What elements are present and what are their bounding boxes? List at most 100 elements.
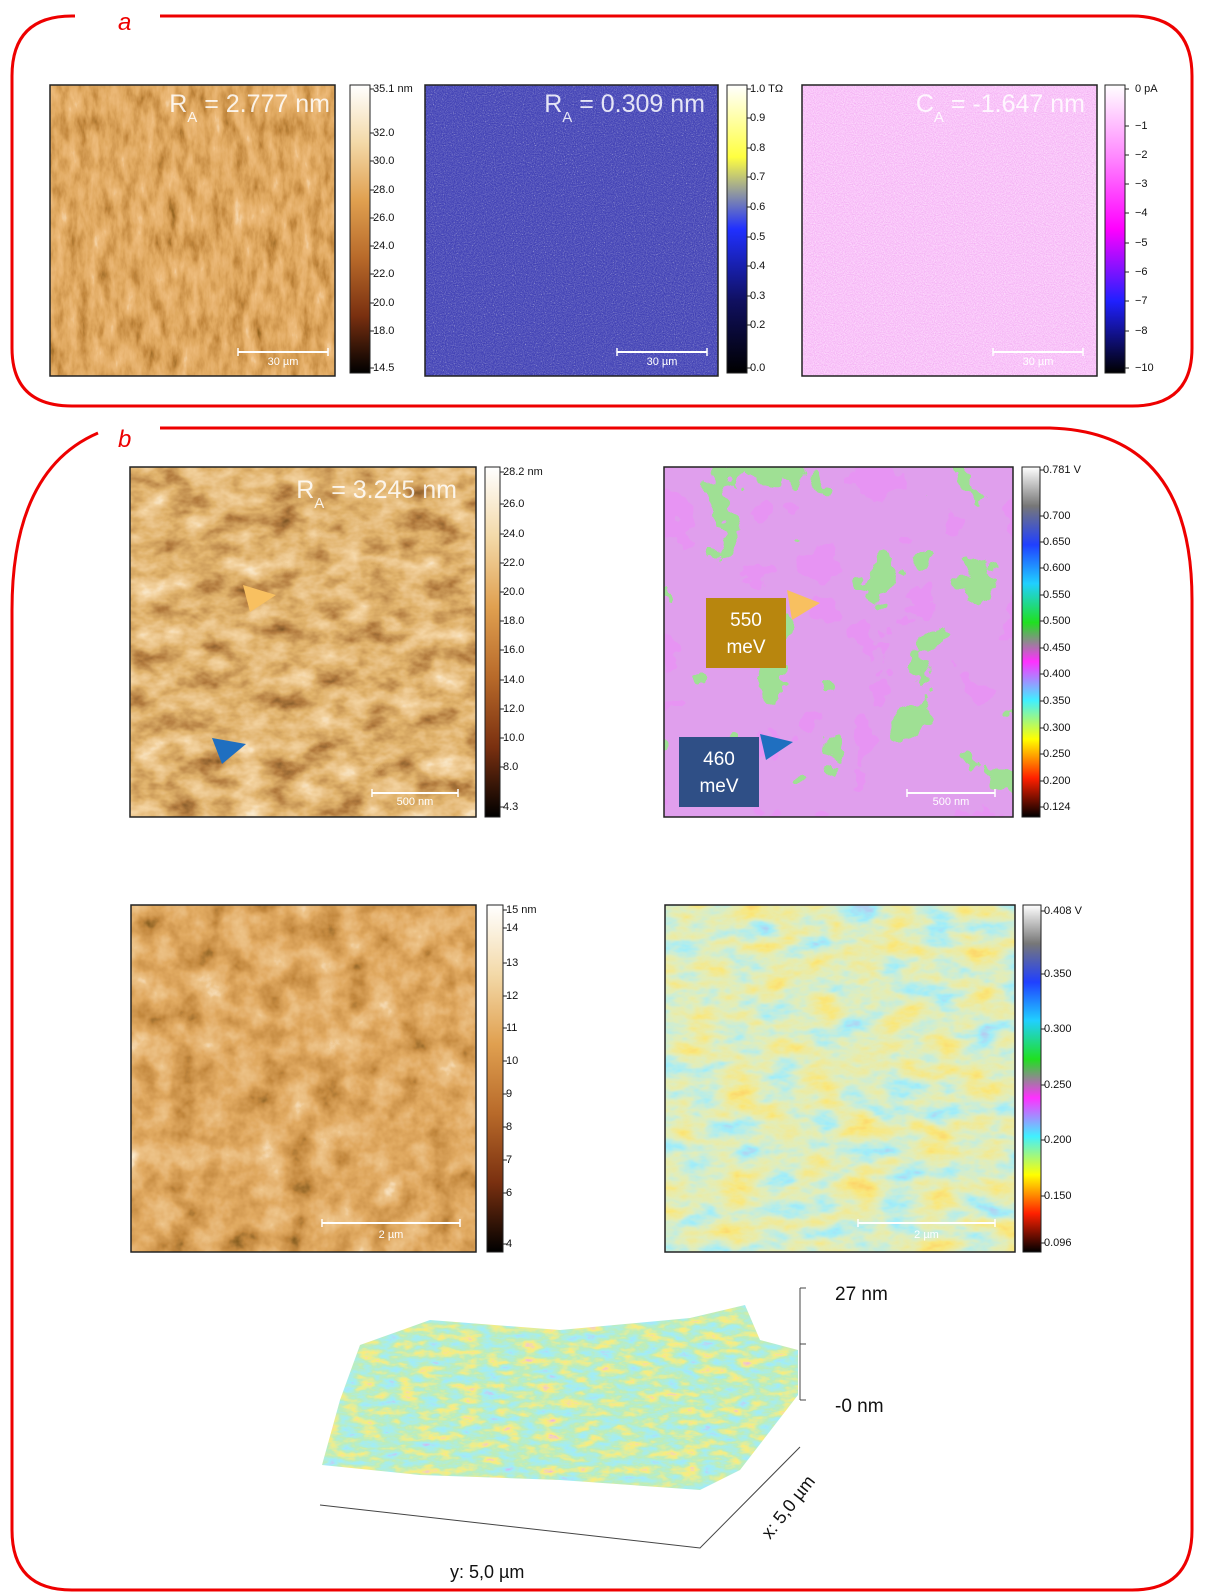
colorbar-label: 6 <box>506 1187 512 1199</box>
colorbar-label: 0.300 <box>1043 722 1071 734</box>
colorbar-label: 22.0 <box>503 557 524 569</box>
colorbar-label: 24.0 <box>373 240 394 252</box>
colorbar-label: 0.9 <box>750 112 765 124</box>
annotation-text: = 2.777 nm <box>197 90 330 118</box>
colorbar-label: 0.350 <box>1043 695 1071 707</box>
afm-image <box>425 85 718 376</box>
colorbar-label: −2 <box>1135 149 1148 161</box>
annotation-subscript: A <box>314 495 324 512</box>
colorbar-label: 0.7 <box>750 171 765 183</box>
image-border <box>129 466 477 818</box>
colorbar-label: −1 <box>1135 120 1148 132</box>
colorbar-label: 0.600 <box>1043 562 1071 574</box>
colorbar-label: 8.0 <box>503 761 518 773</box>
colorbar-label: 4.3 <box>503 801 518 813</box>
colorbar-label: 0.096 <box>1044 1237 1072 1249</box>
colorbar-label: 0.4 <box>750 260 765 272</box>
colorbar-label: 0.2 <box>750 319 765 331</box>
colorbar-label: 10 <box>506 1055 518 1067</box>
colorbar <box>726 84 748 374</box>
colorbar-label: 0.400 <box>1043 668 1071 680</box>
scale-bar-label: 500 nm <box>397 796 434 808</box>
colorbar-label: 14.0 <box>503 674 524 686</box>
colorbar-label: 10.0 <box>503 732 524 744</box>
colorbar-label: 35.1 nm <box>373 83 413 95</box>
colorbar-label: 0.450 <box>1043 642 1071 654</box>
colorbar-label: 0.350 <box>1044 968 1072 980</box>
colorbar-label: 7 <box>506 1154 512 1166</box>
colorbar-label: 13 <box>506 957 518 969</box>
image-border <box>663 466 1014 818</box>
colorbar-label: 0.408 V <box>1044 905 1083 917</box>
colorbar-label: 0.781 V <box>1043 464 1082 476</box>
colorbar <box>349 84 371 374</box>
colorbar-label: −4 <box>1135 207 1148 219</box>
afm-image <box>130 467 476 817</box>
panel-label: b <box>118 426 131 453</box>
annotation-symbol: C <box>916 90 934 118</box>
panel-b-frame <box>10 426 1194 1592</box>
colorbar-label: 8 <box>506 1121 512 1133</box>
colorbar-label: 0.124 <box>1043 801 1071 813</box>
colorbar-label: 30.0 <box>373 155 394 167</box>
colorbar-label: 16.0 <box>503 644 524 656</box>
colorbar-label: 12 <box>506 990 518 1002</box>
roughness-annotation: RA = 0.309 nm <box>544 90 705 126</box>
z-max-label: 27 nm <box>835 1284 888 1305</box>
energy-value: 550 <box>730 610 762 631</box>
colorbar-label: 0.650 <box>1043 536 1071 548</box>
colorbar <box>1021 466 1041 818</box>
colorbar <box>486 904 504 1253</box>
image-border <box>424 84 719 377</box>
y-axis-label: y: 5,0 µm <box>450 1562 524 1582</box>
marker-arrow <box>787 590 820 620</box>
annotation-subscript: A <box>934 109 944 126</box>
colorbar-label: 4 <box>506 1238 512 1250</box>
annotation-symbol: R <box>169 90 187 118</box>
x-axis-label: x: 5,0 µm <box>757 1472 819 1543</box>
colorbar-label: 0.8 <box>750 142 765 154</box>
colorbar-label: −3 <box>1135 178 1148 190</box>
annotation-symbol: R <box>296 476 314 504</box>
colorbar-label: 0 pA <box>1135 83 1158 95</box>
colorbar-label: 0.5 <box>750 231 765 243</box>
panel-label: a <box>118 9 131 36</box>
surface-3d <box>322 1305 798 1490</box>
panel-a-frame <box>10 14 1194 408</box>
colorbar-label: 28.2 nm <box>503 466 543 478</box>
scale-bar-label: 30 µm <box>1023 356 1054 368</box>
image-border <box>664 904 1016 1253</box>
colorbar-label: 0.250 <box>1043 748 1071 760</box>
colorbar-label: 0.0 <box>750 362 765 374</box>
roughness-annotation: RA = 2.777 nm <box>169 90 330 126</box>
roughness-annotation: RA = 3.245 nm <box>296 476 457 512</box>
colorbar-label: −5 <box>1135 237 1148 249</box>
colorbar-label: 14 <box>506 922 518 934</box>
colorbar-label: 20.0 <box>373 297 394 309</box>
colorbar-label: 0.200 <box>1043 775 1071 787</box>
energy-box <box>679 737 759 807</box>
colorbar-label: 18.0 <box>503 615 524 627</box>
scale-bar-label: 2 µm <box>914 1229 939 1241</box>
colorbar-label: 32.0 <box>373 127 394 139</box>
annotation-text: = -1.647 nm <box>944 90 1085 118</box>
colorbar-label: 0.6 <box>750 201 765 213</box>
marker-arrow <box>212 738 246 764</box>
image-border <box>801 84 1098 377</box>
energy-unit: meV <box>699 776 738 797</box>
colorbar-label: 0.250 <box>1044 1079 1072 1091</box>
colorbar <box>1022 904 1042 1253</box>
colorbar-label: 26.0 <box>373 212 394 224</box>
afm-image <box>665 905 1015 1252</box>
colorbar-label: 0.150 <box>1044 1190 1072 1202</box>
energy-box <box>706 598 786 668</box>
colorbar-label: 0.300 <box>1044 1023 1072 1035</box>
marker-arrow <box>243 585 276 612</box>
colorbar-label: 14.5 <box>373 362 394 374</box>
energy-value: 460 <box>703 749 735 770</box>
annotation-subscript: A <box>562 109 572 126</box>
colorbar-label: 0.550 <box>1043 589 1071 601</box>
colorbar-label: 26.0 <box>503 498 524 510</box>
annotation-symbol: R <box>544 90 562 118</box>
